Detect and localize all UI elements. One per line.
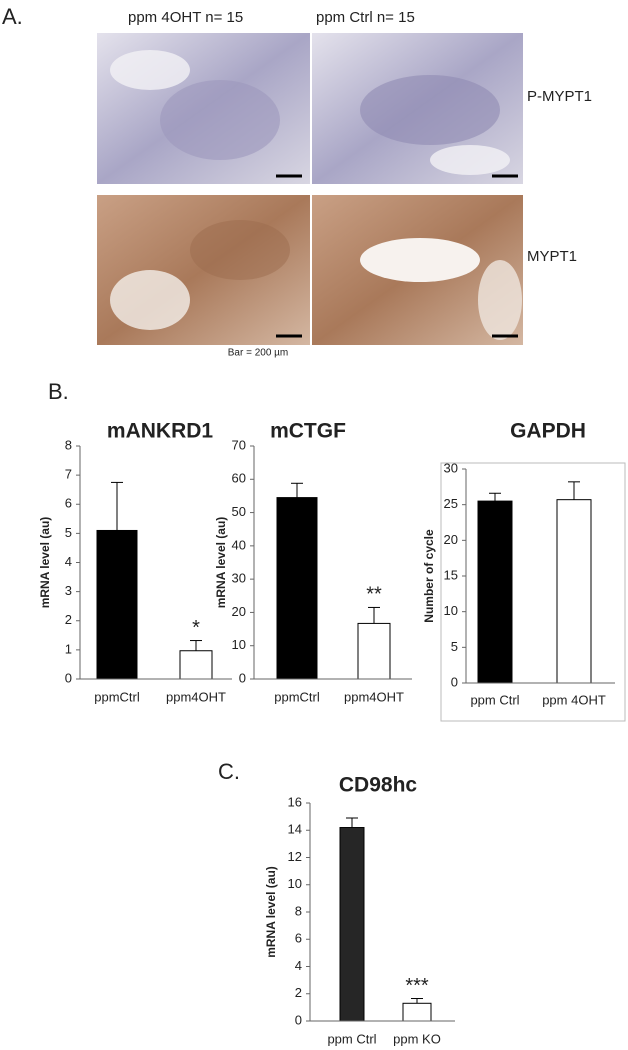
x-tick-label: ppm 4OHT xyxy=(542,692,606,707)
x-tick-label: ppmCtrl xyxy=(274,689,320,704)
y-tick-label: 50 xyxy=(232,504,246,519)
y-axis-label: mRNA level (au) xyxy=(214,517,228,609)
y-tick-label: 60 xyxy=(232,471,246,486)
chart-frame xyxy=(440,462,626,722)
chart-title: CD98hc xyxy=(339,774,418,797)
chart-title: mCTGF xyxy=(270,420,346,443)
bar xyxy=(276,497,318,680)
bar xyxy=(179,650,213,680)
y-tick-label: 2 xyxy=(295,985,302,1000)
column-label: ppm Ctrl n= 15 xyxy=(316,9,415,26)
y-tick-label: 14 xyxy=(288,822,302,837)
y-tick-label: 30 xyxy=(232,571,246,586)
y-tick-label: 0 xyxy=(65,670,72,685)
y-tick-label: 2 xyxy=(65,612,72,627)
y-axis-label: mRNA level (au) xyxy=(264,866,278,958)
y-tick-label: 5 xyxy=(451,639,458,654)
significance-mark: ** xyxy=(366,584,382,606)
row-label: MYPT1 xyxy=(527,248,577,265)
y-tick-label: 8 xyxy=(295,903,302,918)
y-tick-label: 10 xyxy=(444,603,458,618)
y-tick-label: 0 xyxy=(239,670,246,685)
y-tick-label: 5 xyxy=(65,525,72,540)
bar xyxy=(339,827,365,1022)
y-tick-label: 15 xyxy=(444,567,458,582)
y-axis-label: Number of cycle xyxy=(422,529,436,623)
x-tick-label: ppm4OHT xyxy=(166,689,226,704)
x-tick-label: ppm4OHT xyxy=(344,689,404,704)
bar xyxy=(96,529,138,680)
micrograph xyxy=(97,195,310,345)
scale-note: Bar = 200 µm xyxy=(228,348,289,359)
chart-title: GAPDH xyxy=(510,420,586,443)
panel-label: A. xyxy=(2,4,23,29)
micrograph xyxy=(312,195,523,345)
y-tick-label: 20 xyxy=(232,604,246,619)
y-tick-label: 0 xyxy=(451,674,458,689)
y-tick-label: 12 xyxy=(288,849,302,864)
y-tick-label: 3 xyxy=(65,583,72,598)
y-tick-label: 4 xyxy=(295,958,302,973)
y-tick-label: 10 xyxy=(288,876,302,891)
micrograph xyxy=(97,33,310,184)
y-tick-label: 6 xyxy=(295,931,302,946)
significance-mark: *** xyxy=(405,975,429,997)
y-tick-label: 20 xyxy=(444,532,458,547)
y-tick-label: 10 xyxy=(232,637,246,652)
column-label: ppm 4OHT n= 15 xyxy=(128,9,243,26)
y-tick-label: 25 xyxy=(444,496,458,511)
row-label: P-MYPT1 xyxy=(527,88,592,105)
y-tick-label: 7 xyxy=(65,467,72,482)
x-tick-label: ppm Ctrl xyxy=(327,1031,376,1046)
x-tick-label: ppmCtrl xyxy=(94,689,140,704)
bar xyxy=(402,1002,432,1022)
y-tick-label: 0 xyxy=(295,1012,302,1027)
x-tick-label: ppm Ctrl xyxy=(470,692,519,707)
micrograph xyxy=(312,33,523,184)
x-tick-label: ppm KO xyxy=(393,1031,441,1046)
y-tick-label: 16 xyxy=(288,794,302,809)
significance-mark: * xyxy=(192,617,200,639)
y-tick-label: 6 xyxy=(65,496,72,511)
y-tick-label: 1 xyxy=(65,641,72,656)
bar xyxy=(477,500,513,684)
chart-title: mANKRD1 xyxy=(107,420,214,443)
y-tick-label: 70 xyxy=(232,437,246,452)
y-tick-label: 30 xyxy=(444,460,458,475)
y-tick-label: 40 xyxy=(232,537,246,552)
panel-label: C. xyxy=(218,759,240,784)
y-axis-label: mRNA level (au) xyxy=(38,517,52,609)
y-tick-label: 8 xyxy=(65,437,72,452)
y-tick-label: 4 xyxy=(65,554,72,569)
panel-label: B. xyxy=(48,379,69,404)
bar xyxy=(357,622,391,680)
bar xyxy=(556,499,592,684)
